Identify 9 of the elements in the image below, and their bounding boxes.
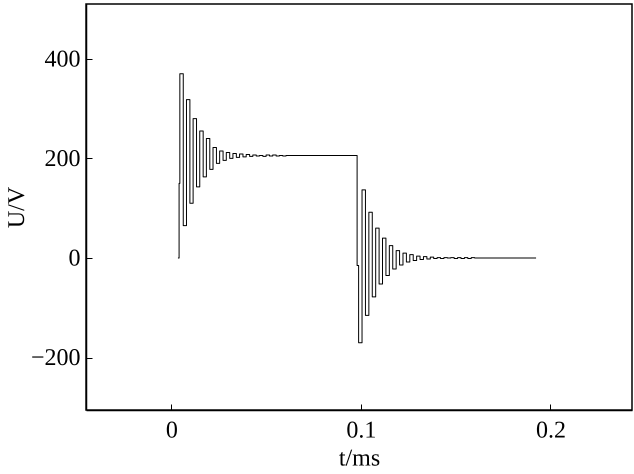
y-tick-label: 200 [44, 146, 80, 172]
y-tick-label: −200 [30, 345, 80, 372]
y-axis-title: U/V [4, 186, 30, 228]
y-tick-label: 400 [44, 46, 80, 72]
x-axis-title: t/ms [338, 446, 380, 472]
x-tick-label: 0 [166, 418, 178, 444]
x-tick-label: 0.2 [536, 418, 566, 444]
x-tick-label: 0.1 [346, 418, 376, 444]
y-tick-label: 0 [68, 246, 80, 272]
